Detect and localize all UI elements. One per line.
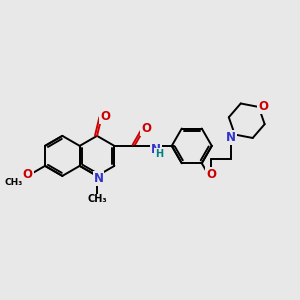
Text: O: O (100, 110, 110, 123)
Text: O: O (23, 168, 33, 181)
Text: O: O (206, 168, 216, 182)
Text: N: N (226, 131, 236, 144)
Text: N: N (94, 172, 103, 185)
Text: O: O (258, 100, 268, 113)
Text: N: N (226, 131, 236, 144)
Text: H: H (155, 149, 163, 159)
Text: CH₃: CH₃ (4, 178, 22, 187)
Text: CH₃: CH₃ (87, 194, 107, 205)
Text: O: O (141, 122, 152, 135)
Text: N: N (151, 143, 161, 156)
